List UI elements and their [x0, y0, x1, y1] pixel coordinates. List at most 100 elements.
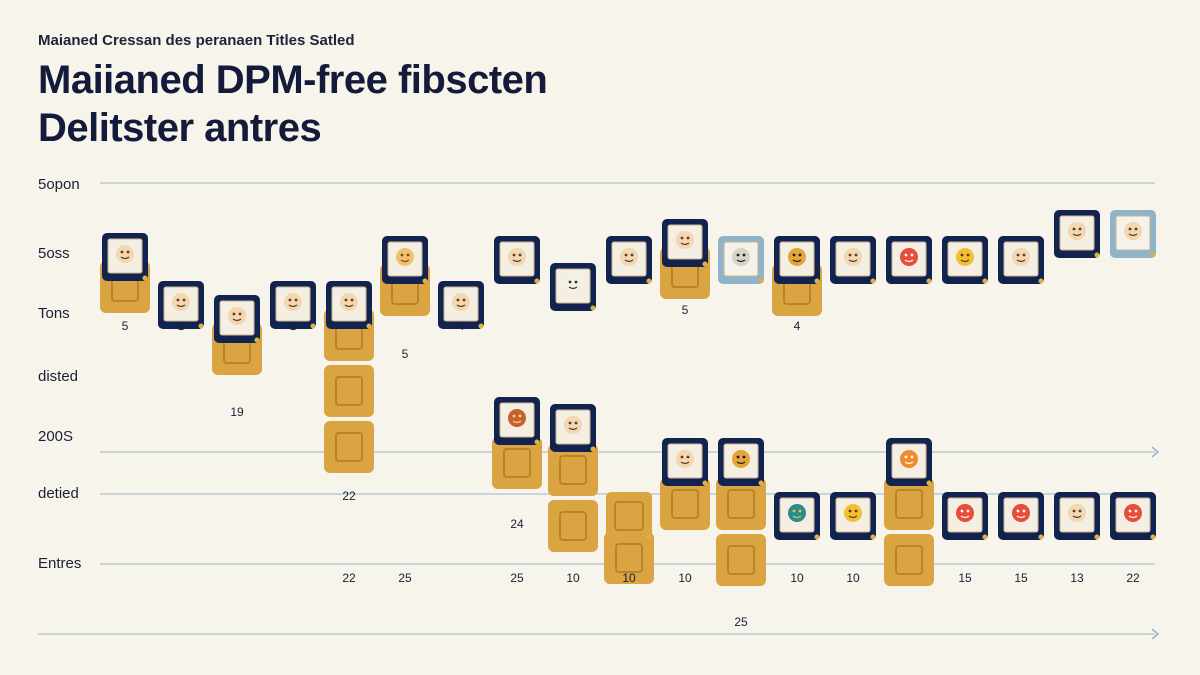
icon-mouth [848, 259, 858, 263]
icon-eye [742, 253, 746, 257]
stack-block [716, 534, 766, 586]
portrait-icon [676, 231, 694, 249]
pie-icon [508, 409, 526, 427]
stack-block [548, 444, 598, 496]
icon-eye [120, 250, 124, 254]
icon-eye [1072, 227, 1076, 231]
person-icon [564, 275, 582, 293]
icon-eye [1134, 509, 1138, 513]
icon-face [1068, 504, 1086, 522]
icon-eye [904, 253, 908, 257]
icon-eye [350, 298, 354, 302]
icon-mouth [736, 461, 746, 465]
icon-eye [798, 509, 802, 513]
icon-eye [686, 236, 690, 240]
chart-title-line-1: Maiianed DPM-free fibscten [38, 58, 548, 102]
icon-eye [680, 455, 684, 459]
bar-block [716, 534, 766, 586]
portrait-icon [676, 450, 694, 468]
block-inset [615, 543, 643, 573]
icon-eye [1128, 227, 1132, 231]
tile-marker [1150, 534, 1156, 540]
icon-mouth [848, 515, 858, 519]
icon-eye [960, 509, 964, 513]
tile-frame [606, 492, 652, 540]
bar-block [884, 534, 934, 586]
icon-mouth [512, 420, 522, 424]
icon-mouth [1072, 233, 1082, 237]
portrait-icon [844, 248, 862, 266]
icon-eye [742, 455, 746, 459]
column-tile [550, 263, 596, 311]
block-inset [727, 545, 755, 575]
icon-face [340, 293, 358, 311]
icon-mouth [680, 242, 690, 246]
tile-marker [534, 278, 540, 284]
row-label-5: 200S [38, 428, 74, 445]
tile-marker [926, 480, 932, 486]
row-label-3: Tons [38, 305, 70, 322]
stack-block [324, 365, 374, 417]
bottom-label: 10 [790, 571, 804, 585]
bar-block [324, 365, 374, 417]
count-label: 19 [230, 405, 244, 419]
lower-tile [662, 438, 708, 486]
column-tile [662, 219, 708, 267]
tile-marker [926, 278, 932, 284]
column-tile [774, 236, 820, 284]
icon-face [900, 248, 918, 266]
row-label-1: 5opon [38, 176, 80, 193]
portrait-icon [284, 293, 302, 311]
icon-eye [406, 253, 410, 257]
tile-marker [142, 275, 148, 281]
tile-marker [646, 278, 652, 284]
bar-block [548, 500, 598, 552]
lower-tile [494, 397, 540, 445]
icon-eye [966, 253, 970, 257]
icon-eye [182, 298, 186, 302]
block-inset [614, 501, 644, 531]
column-tile [1054, 210, 1100, 258]
icon-eye [792, 509, 796, 513]
icon-face [564, 416, 582, 434]
icon-face [1124, 504, 1142, 522]
stack-block [716, 478, 766, 530]
column-tile [494, 236, 540, 284]
icon-mouth [344, 304, 354, 308]
icon-eye [176, 298, 180, 302]
lower-tile [606, 492, 652, 540]
tile-marker [982, 278, 988, 284]
tile-marker [814, 278, 820, 284]
icon-mouth [960, 259, 970, 263]
icon-eye [294, 298, 298, 302]
icon-eye [848, 509, 852, 513]
icon-face [172, 293, 190, 311]
icon-face [1068, 222, 1086, 240]
icon-eye [798, 253, 802, 257]
icon-eye [686, 455, 690, 459]
icon-eye [966, 509, 970, 513]
card-icon [1012, 504, 1030, 522]
block-inset [727, 489, 755, 519]
column-tile [158, 281, 204, 329]
icon-face [956, 248, 974, 266]
column-tile [606, 236, 652, 284]
icon-face [396, 248, 414, 266]
icon-mouth [1128, 233, 1138, 237]
stack-block [884, 478, 934, 530]
icon-eye [574, 280, 578, 284]
axis-arrow-icon [1151, 446, 1160, 458]
portrait-icon [1012, 248, 1030, 266]
crown-icon [396, 248, 414, 266]
lower-tile [830, 492, 876, 540]
count-label: 4 [794, 319, 801, 333]
icon-mouth [400, 259, 410, 263]
icon-eye [574, 421, 578, 425]
tile-marker [254, 337, 260, 343]
chart-title: Maiianed DPM-free fibscten Delitster ant… [38, 56, 548, 152]
card-icon [1124, 504, 1142, 522]
column-tile [886, 236, 932, 284]
icon-face [620, 248, 638, 266]
column-tile [270, 281, 316, 329]
bottom-label: 25 [398, 571, 412, 585]
